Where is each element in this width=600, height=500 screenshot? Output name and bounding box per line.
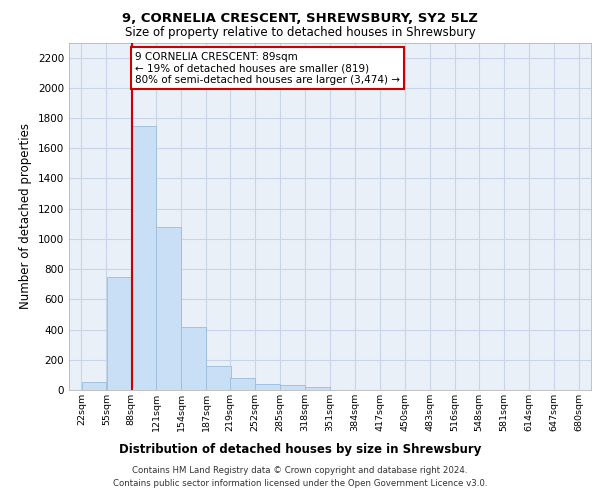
Text: 9 CORNELIA CRESCENT: 89sqm
← 19% of detached houses are smaller (819)
80% of sem: 9 CORNELIA CRESCENT: 89sqm ← 19% of deta…	[135, 52, 400, 85]
Text: Distribution of detached houses by size in Shrewsbury: Distribution of detached houses by size …	[119, 442, 481, 456]
Text: Contains HM Land Registry data © Crown copyright and database right 2024.
Contai: Contains HM Land Registry data © Crown c…	[113, 466, 487, 487]
Y-axis label: Number of detached properties: Number of detached properties	[19, 123, 32, 309]
Bar	[305, 387, 330, 390]
Bar	[206, 366, 231, 390]
Bar	[131, 126, 156, 390]
Bar	[230, 378, 255, 390]
Text: 9, CORNELIA CRESCENT, SHREWSBURY, SY2 5LZ: 9, CORNELIA CRESCENT, SHREWSBURY, SY2 5L…	[122, 12, 478, 26]
Bar	[280, 386, 305, 390]
Bar	[107, 276, 131, 390]
Bar	[157, 227, 181, 390]
Bar	[181, 326, 206, 390]
Bar	[256, 384, 280, 390]
Text: Size of property relative to detached houses in Shrewsbury: Size of property relative to detached ho…	[125, 26, 475, 39]
Bar	[82, 382, 106, 390]
